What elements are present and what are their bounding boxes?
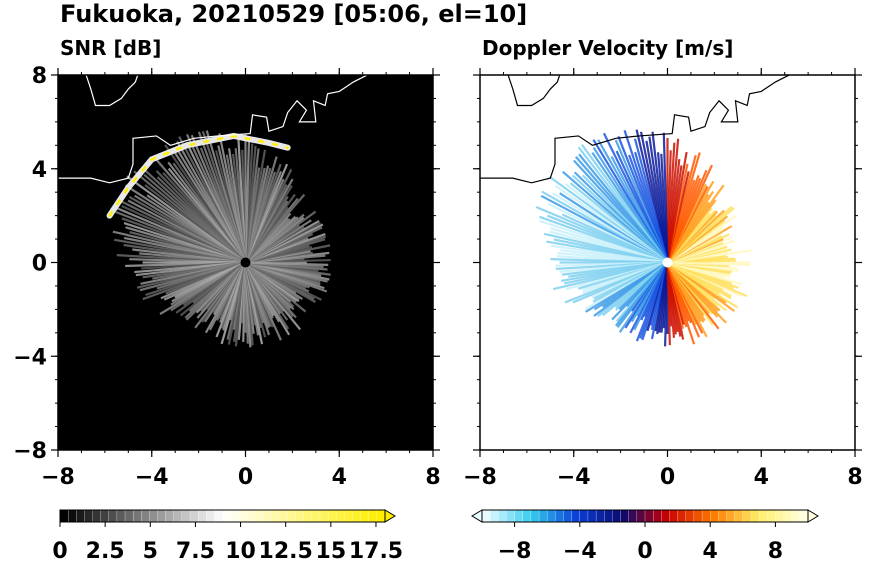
doppler-xtick-label: −4 [557, 465, 591, 490]
snr-colorbar-tick-label: 15 [316, 539, 347, 564]
snr-xtick-label: −8 [41, 465, 75, 490]
doppler-xtick-label: 0 [660, 465, 675, 490]
snr-panel: −8 −4 0 4 8 8 4 0 −4 −8 [13, 64, 440, 490]
doppler-xtick-label: 4 [754, 465, 769, 490]
snr-echo-field [106, 130, 331, 348]
doppler-colorbar-tick-label: 0 [637, 539, 652, 564]
snr-ytick-label: −4 [13, 345, 47, 370]
snr-colorbar: 0 2.5 5 7.5 10 12.5 15 17.5 [52, 509, 403, 564]
snr-colorbar-extend-max [384, 509, 396, 523]
snr-radar-site-marker [240, 257, 251, 268]
doppler-coastline [480, 75, 790, 184]
snr-xtick-label: 4 [332, 465, 347, 490]
doppler-panel-title: Doppler Velocity [m/s] [482, 36, 734, 60]
doppler-colorbar-tick-label: −4 [563, 539, 597, 564]
snr-colorbar-tick-label: 12.5 [259, 539, 313, 564]
snr-ytick-label: 0 [32, 252, 47, 277]
doppler-xtick-label: 8 [847, 465, 862, 490]
doppler-colorbar-tick-label: 8 [768, 539, 783, 564]
doppler-colorbar-tick-label: −8 [498, 539, 532, 564]
snr-xtick-label: −4 [135, 465, 169, 490]
doppler-colorbar-tick-label: 4 [703, 539, 718, 564]
snr-colorbar-tick-label: 17.5 [349, 539, 403, 564]
snr-axis-ticks: −8 −4 0 4 8 8 4 0 −4 −8 [13, 64, 440, 490]
doppler-xtick-label: −8 [463, 465, 497, 490]
doppler-colorbar-extend-min [471, 509, 483, 523]
snr-xtick-label: 8 [425, 465, 440, 490]
doppler-panel: −8 −4 0 4 8 [463, 68, 863, 490]
doppler-echo-field [535, 129, 753, 347]
snr-colorbar-tick-label: 10 [225, 539, 256, 564]
doppler-colorbar: −8 −4 0 4 8 [471, 509, 819, 564]
snr-ytick-label: −8 [13, 439, 47, 464]
figure-title: Fukuoka, 20210529 [05:06, el=10] [60, 0, 528, 28]
snr-coastline [58, 75, 368, 184]
snr-colorbar-tick-label: 2.5 [86, 539, 125, 564]
doppler-colorbar-extend-max [807, 509, 819, 523]
doppler-axis-ticks: −8 −4 0 4 8 [463, 68, 863, 490]
snr-colorbar-tick-label: 5 [143, 539, 158, 564]
snr-colorbar-tick-label: 7.5 [176, 539, 215, 564]
snr-ytick-label: 8 [32, 64, 47, 89]
snr-ytick-label: 4 [32, 158, 47, 183]
snr-xtick-label: 0 [238, 465, 253, 490]
snr-colorbar-tick-label: 0 [52, 539, 67, 564]
snr-panel-title: SNR [dB] [60, 36, 162, 60]
doppler-radar-site-marker [662, 257, 673, 268]
